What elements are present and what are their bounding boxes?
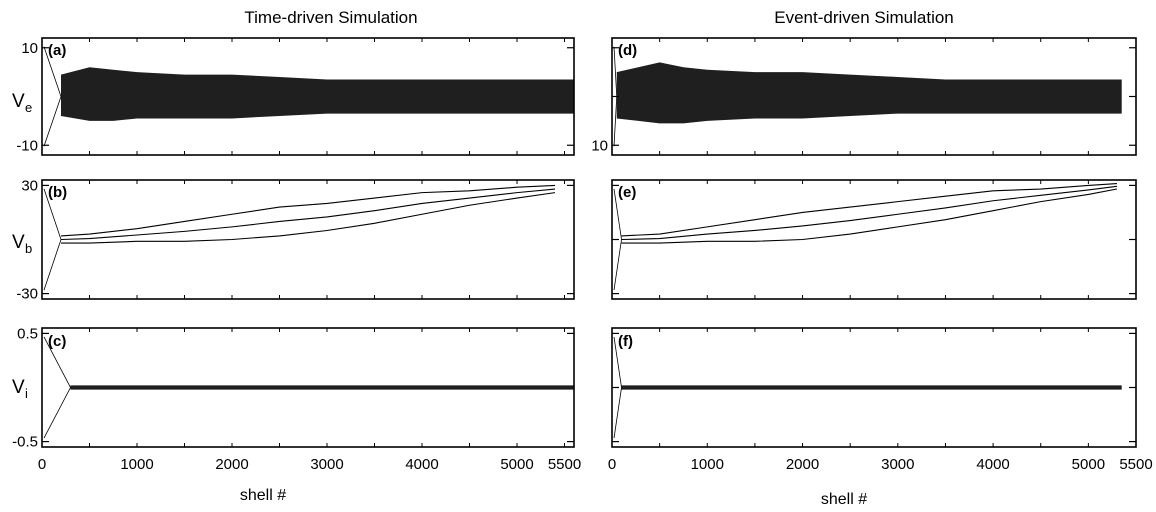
ylabel-vb: V b <box>12 232 32 256</box>
panel-b-ytick-label-0: 30 <box>21 177 38 194</box>
panel-e-series-0-fan <box>613 188 622 291</box>
panel-f-xtick-label-2: 2000 <box>786 456 819 473</box>
panel-a: (a) 10 -10 <box>16 37 575 156</box>
panel-f-series-0-band <box>621 385 1122 390</box>
panel-b-label: (b) <box>48 184 67 201</box>
panel-c: (c) 0.5 -0.50 1000 2000 3000 4000 5000 5500 <box>12 325 581 473</box>
ylabel-ve-main: V <box>12 91 25 112</box>
panel-b-series-0-lower <box>61 192 556 244</box>
panel-f-xtick-label-0: 0 <box>608 456 616 473</box>
panel-f-xtick-label-4: 4000 <box>976 456 1009 473</box>
panel-e-label: (e) <box>618 184 636 201</box>
panel-b-series-0-upper <box>60 184 556 237</box>
panel-c-xtick-label-0: 0 <box>38 456 46 473</box>
panel-c-label: (c) <box>48 333 66 350</box>
panel-f-series-0-fan <box>613 336 622 439</box>
xlabel-left: shell # <box>240 487 286 504</box>
panel-c-ytick-label-1: -0.5 <box>12 434 38 451</box>
column-title-event-driven: Event-driven Simulation <box>774 8 954 27</box>
panel-f-xtick-label-5: 5000 <box>1072 456 1105 473</box>
ylabel-ve: V e <box>12 91 32 115</box>
panel-c-xtick-label-3: 3000 <box>310 456 343 473</box>
ylabel-vb-main: V <box>12 232 25 253</box>
panel-d-series-0-band <box>616 62 1122 124</box>
panel-c-xtick-label-4: 4000 <box>405 456 438 473</box>
ylabel-vi: V i <box>12 377 28 401</box>
panel-a-label: (a) <box>48 42 66 59</box>
panel-c-xtick-label-5: 5000 <box>500 456 533 473</box>
panel-c-series-0-band <box>70 385 574 390</box>
panel-c-series-0-fan <box>43 336 71 439</box>
panel-c-xtick-label-2: 2000 <box>215 456 248 473</box>
panel-b: (b) 30 -30 <box>16 177 575 303</box>
panel-d: (d) 10 <box>591 37 1137 156</box>
column-title-time-driven: Time-driven Simulation <box>244 8 417 27</box>
panel-e-frame <box>611 179 1137 300</box>
panel-a-ytick-label-1: -10 <box>16 137 38 154</box>
panel-c-xtick-label-6: 5500 <box>548 456 581 473</box>
ylabel-vi-sub: i <box>25 386 28 401</box>
panel-f-xtick-label-1: 1000 <box>691 456 724 473</box>
panel-b-ytick-label-1: -30 <box>16 286 38 303</box>
xlabel-right: shell # <box>821 491 867 508</box>
panel-b-series-0-mid <box>60 188 556 241</box>
panel-a-ytick-label-0: 10 <box>21 40 38 57</box>
panel-d-series-0-fan <box>613 46 618 147</box>
panel-e-series-0-upper <box>621 183 1117 237</box>
ylabel-ve-sub: e <box>25 100 32 115</box>
panel-f-xtick-label-6: 5500 <box>1119 456 1152 473</box>
ylabel-vb-sub: b <box>25 241 32 256</box>
panel-e-series-0-mid <box>621 185 1118 241</box>
panel-e: (e) <box>611 179 1137 300</box>
panel-e-series-0-lower <box>621 188 1118 244</box>
panel-f-xtick-label-3: 3000 <box>881 456 914 473</box>
panel-b-series-0-fan <box>43 188 62 291</box>
panel-b-frame <box>41 179 575 300</box>
panel-f: (f) 0 1000 2000 3000 4000 5000 5500 <box>608 327 1153 473</box>
panel-a-series-0-fan <box>43 46 62 147</box>
panel-d-ytick-label-2: 10 <box>591 137 608 154</box>
panel-f-label: (f) <box>618 333 633 350</box>
panel-a-series-0-band <box>61 67 574 121</box>
panel-d-label: (d) <box>618 42 637 59</box>
panel-c-ytick-label-0: 0.5 <box>17 325 38 342</box>
panel-c-xtick-label-1: 1000 <box>120 456 153 473</box>
ylabel-vi-main: V <box>12 377 25 398</box>
